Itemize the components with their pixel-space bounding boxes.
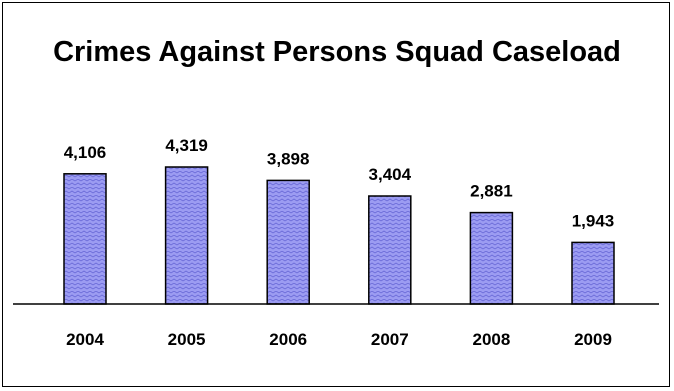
bar-chart: 4,106 2004 4,319 2005 3,898 2006 3,404 2007 2,88… [13,136,659,349]
x-tick-label-2005: 2005 [168,330,206,349]
bar-2005 [164,166,209,305]
bar-2006 [266,179,310,305]
data-label-2005: 4,319 [165,136,208,155]
labels-group: 4,106 2004 4,319 2005 3,898 2006 3,404 2007 2,88… [64,136,615,349]
x-tick-label-2009: 2009 [574,330,612,349]
data-label-2009: 1,943 [572,211,615,230]
x-tick-label-2007: 2007 [371,330,409,349]
x-tick-label-2008: 2008 [472,330,510,349]
chart-title: Crimes Against Persons Squad Caseload [53,36,621,68]
data-label-2004: 4,106 [64,143,107,162]
x-tick-label-2006: 2006 [269,330,307,349]
data-label-2008: 2,881 [470,182,513,201]
data-label-2006: 3,898 [267,149,310,168]
bar-2007 [368,195,412,305]
bar-2009 [571,241,615,305]
bar-2004 [63,173,107,305]
data-label-2007: 3,404 [369,165,412,184]
x-tick-label-2004: 2004 [66,330,104,349]
bar-2008 [469,211,514,305]
bars-group [63,166,615,305]
chart-frame: Crimes Against Persons Squad Caseload 4,… [2,2,670,387]
